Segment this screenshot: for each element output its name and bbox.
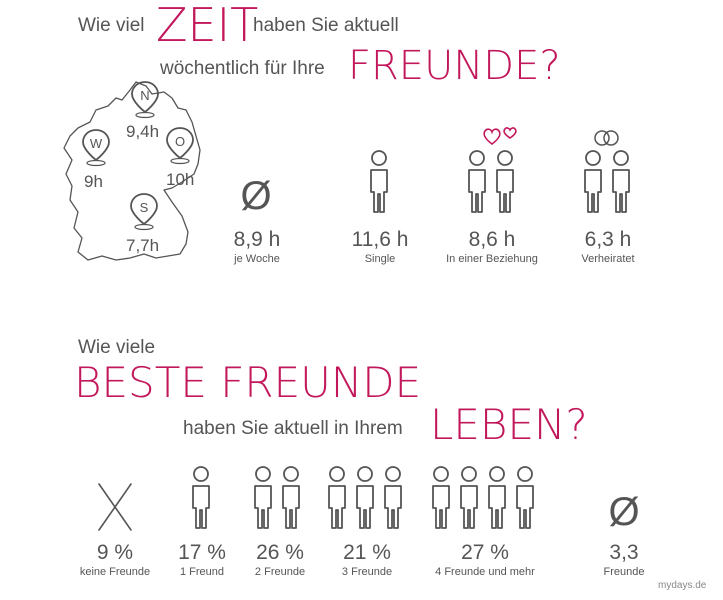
cross-icon xyxy=(98,483,132,531)
status-value-married: 6,3 h xyxy=(584,228,632,251)
wedding-rings-icon xyxy=(594,130,619,146)
pin-letter-w: W xyxy=(90,136,103,151)
average-symbol-icon: Ø xyxy=(240,174,272,218)
person-icon-one-friend xyxy=(192,466,210,529)
pin-letter-o: O xyxy=(175,134,185,149)
friends-label-one: 1 Freund xyxy=(179,566,225,578)
average-friends-symbol-icon: Ø xyxy=(608,490,640,534)
friends-value-three: 21 % xyxy=(343,541,391,564)
average-value: 8,9 h xyxy=(233,228,281,251)
person-icon-four-friends-1 xyxy=(432,466,450,529)
friends-label-two: 2 Freunde xyxy=(254,566,306,578)
section2-line1: Wie viele xyxy=(78,337,156,358)
person-icon-two-friends-1 xyxy=(254,466,272,529)
region-value-north: 9,4h xyxy=(126,122,160,141)
hearts-icon xyxy=(483,127,517,146)
title-line1-pre: Wie viel xyxy=(78,15,145,36)
map-pin-icon-south: S xyxy=(130,193,158,231)
person-icon-three-friends-3 xyxy=(384,466,402,529)
region-value-west: 9h xyxy=(84,172,103,191)
title-freunde: FREUNDE? xyxy=(348,43,561,89)
friends-value-one: 17 % xyxy=(178,541,226,564)
section2-beste-freunde: BESTE FREUNDE xyxy=(74,358,422,407)
person-icon-three-friends-1 xyxy=(328,466,346,529)
status-value-relationship: 8,6 h xyxy=(468,228,516,251)
person-icon-single xyxy=(370,150,388,213)
section2-line3-pre: haben Sie aktuell in Ihrem xyxy=(183,418,403,439)
status-value-single: 11,6 h xyxy=(351,228,409,251)
region-value-east: 10h xyxy=(166,170,195,189)
section2-leben: LEBEN? xyxy=(430,400,588,449)
person-icon-two-friends-2 xyxy=(282,466,300,529)
pin-letter-s: S xyxy=(140,200,149,215)
person-icon-four-friends-2 xyxy=(460,466,478,529)
person-icon-relationship-1 xyxy=(468,150,486,213)
person-icon-three-friends-2 xyxy=(356,466,374,529)
friends-label-three: 3 Freunde xyxy=(341,566,393,578)
pin-letter-n: N xyxy=(140,88,149,103)
friends-value-none: 9 % xyxy=(96,541,134,564)
average-label: je Woche xyxy=(234,253,280,265)
person-icon-married-1 xyxy=(584,150,602,213)
credit-text: mydays.de xyxy=(658,580,707,591)
friends-value-four-plus: 27 % xyxy=(461,541,509,564)
region-value-south: 7,7h xyxy=(126,236,160,255)
person-icon-four-friends-4 xyxy=(516,466,534,529)
friends-label-none: keine Freunde xyxy=(79,566,151,578)
map-pin-icon-north: N xyxy=(131,81,159,119)
title-zeit: ZEIT xyxy=(156,0,259,52)
person-icon-relationship-2 xyxy=(496,150,514,213)
title-line1-post: haben Sie aktuell xyxy=(253,15,399,36)
average-friends-label: Freunde xyxy=(603,566,645,578)
map-pin-icon-west: W xyxy=(82,129,110,167)
title-line2-pre: wöchentlich für Ihre xyxy=(160,58,325,79)
status-label-married: Verheiratet xyxy=(581,253,635,265)
average-friends-value: 3,3 xyxy=(609,541,639,564)
map-pin-icon-east: O xyxy=(166,127,194,165)
person-icon-married-2 xyxy=(612,150,630,213)
status-label-single: Single xyxy=(364,253,396,265)
germany-map xyxy=(63,81,201,261)
friends-label-four-plus: 4 Freunde und mehr xyxy=(435,566,535,578)
person-icon-four-friends-3 xyxy=(488,466,506,529)
friends-value-two: 26 % xyxy=(256,541,304,564)
status-label-relationship: In einer Beziehung xyxy=(446,253,538,265)
